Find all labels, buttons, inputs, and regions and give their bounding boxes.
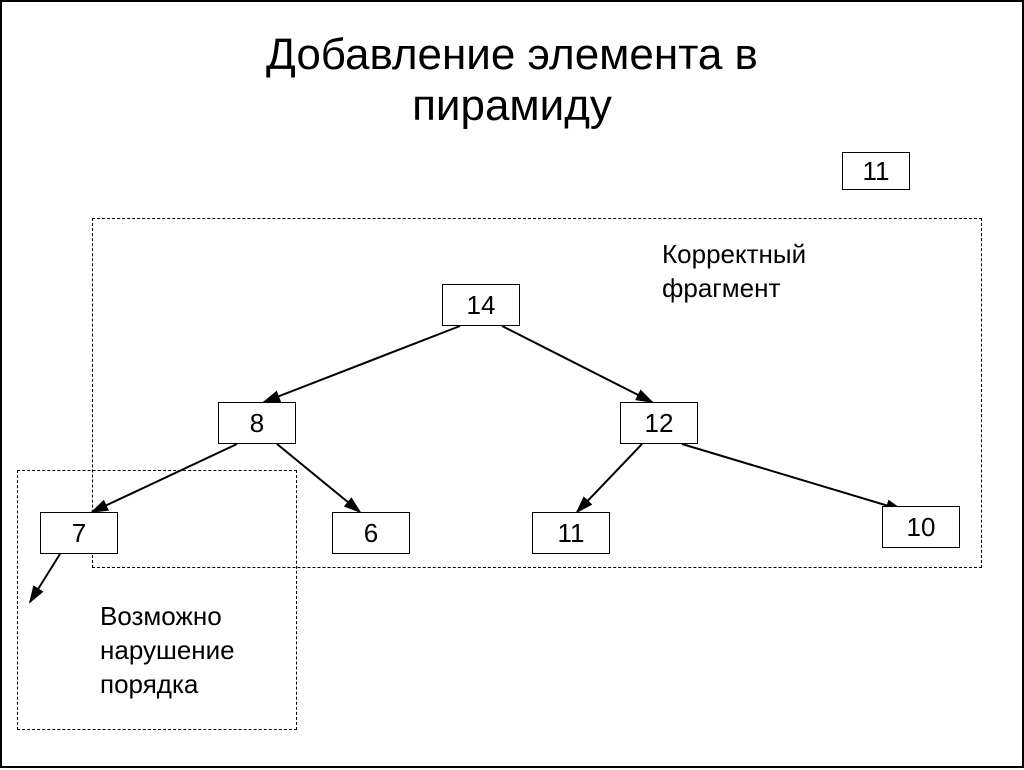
node-left-8: 8 <box>218 402 296 444</box>
title-line-1: Добавление элемента в <box>266 30 758 79</box>
node-leaf-10: 10 <box>882 506 960 548</box>
label-line: порядка <box>100 669 198 699</box>
node-value: 14 <box>467 290 496 321</box>
title-line-2: пирамиду <box>412 81 612 130</box>
node-value: 12 <box>645 408 674 439</box>
node-value: 11 <box>863 156 890 187</box>
node-value: 8 <box>250 408 264 439</box>
node-value: 6 <box>364 518 378 549</box>
node-isolated-11: 11 <box>842 152 910 190</box>
node-value: 10 <box>907 512 936 543</box>
node-root-14: 14 <box>442 284 520 326</box>
slide-frame: Добавление элемента в пирамиду 11 14 8 <box>0 0 1024 768</box>
label-line: нарушение <box>100 635 235 665</box>
violation-label: Возможно нарушение порядка <box>100 600 235 701</box>
node-leaf-6: 6 <box>332 512 410 554</box>
node-value: 7 <box>72 518 86 549</box>
label-line: Возможно <box>100 601 222 631</box>
node-right-12: 12 <box>620 402 698 444</box>
label-line: Корректный <box>662 239 806 269</box>
node-value: 11 <box>558 518 585 549</box>
node-leaf-7: 7 <box>40 512 118 554</box>
node-leaf-11: 11 <box>532 512 610 554</box>
slide-title: Добавление элемента в пирамиду <box>2 30 1022 131</box>
correct-fragment-label: Корректный фрагмент <box>662 238 806 306</box>
label-line: фрагмент <box>662 273 780 303</box>
